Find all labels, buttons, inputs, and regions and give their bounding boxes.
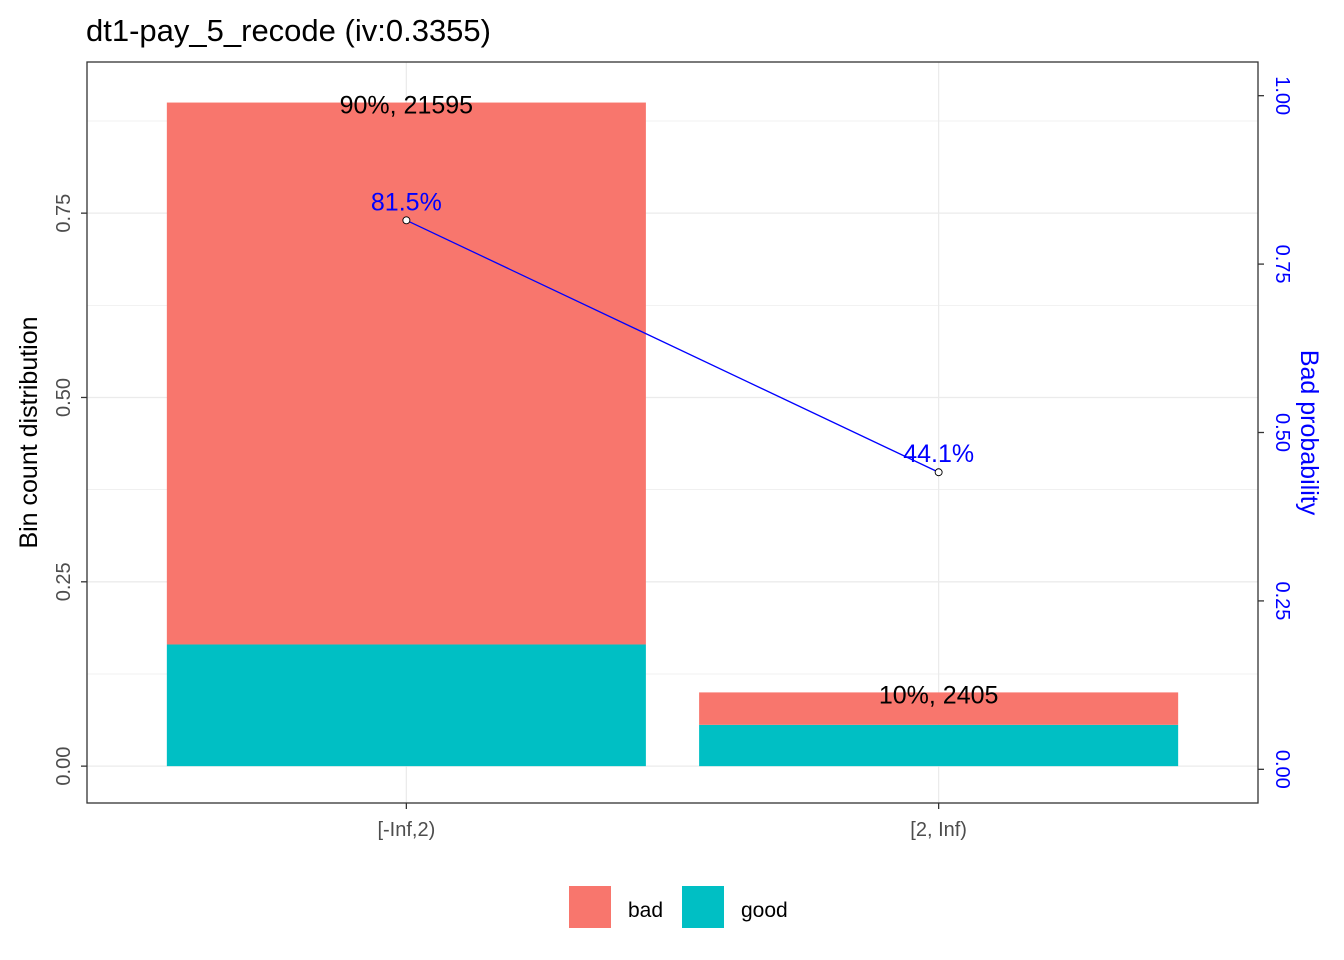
bar-good: [166, 644, 646, 767]
bar-total-label: 90%, 21595: [340, 92, 473, 120]
x-tick-label: [-Inf,2): [377, 819, 435, 841]
y-axis-title: Bin count distribution: [15, 316, 43, 548]
axes: 0.00 0.25 0.50 0.75 0.00 0.25 0.50 0.75 1.00 [-In…: [53, 76, 1293, 841]
legend-label-good: good: [741, 899, 788, 922]
bars: [166, 102, 1179, 767]
legend: bad good: [569, 886, 788, 928]
y2-tick-label: 0.00: [1271, 750, 1293, 789]
x-tick-label: [2, Inf): [910, 819, 967, 841]
bad-probability-label: 81.5%: [371, 188, 442, 216]
bad-probability-point: [934, 468, 943, 477]
y2-tick-label: 0.75: [1271, 245, 1293, 284]
legend-label-bad: bad: [628, 899, 663, 922]
bar-total-label: 10%, 2405: [879, 681, 999, 709]
y-tick-label: 0.00: [53, 747, 75, 786]
legend-key-bad: [569, 886, 611, 928]
bar-bad: [699, 692, 1179, 725]
y-tick-label: 0.75: [53, 194, 75, 233]
bad-probability-point: [402, 216, 411, 225]
bar-bad: [166, 102, 646, 645]
y-tick-label: 0.25: [53, 562, 75, 601]
legend-key-good: [682, 886, 724, 928]
bad-probability-label: 44.1%: [903, 440, 974, 468]
chart-title: dt1-pay_5_recode (iv:0.3355): [86, 13, 491, 48]
y-tick-label: 0.50: [53, 378, 75, 417]
bar-good: [699, 724, 1179, 767]
y2-tick-label: 1.00: [1271, 76, 1293, 115]
data-labels: 90%, 21595 81.5% 10%, 2405 44.1%: [340, 92, 999, 710]
bad-probability-polyline: [406, 219, 939, 473]
y2-axis-title: Bad probability: [1295, 350, 1323, 516]
y2-tick-label: 0.25: [1271, 581, 1293, 620]
bad-probability-line: [402, 216, 943, 477]
y2-tick-label: 0.50: [1271, 413, 1293, 452]
